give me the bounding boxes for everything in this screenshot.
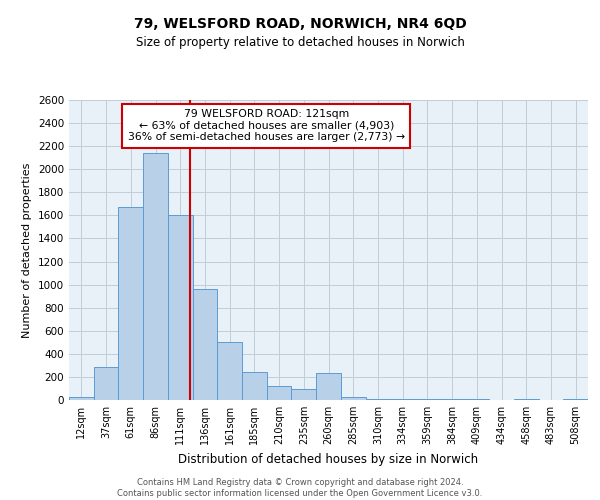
- Bar: [390, 399, 415, 400]
- Bar: [143, 153, 168, 400]
- Bar: [563, 398, 588, 400]
- Bar: [168, 216, 193, 400]
- Bar: [415, 399, 440, 400]
- Text: 79, WELSFORD ROAD, NORWICH, NR4 6QD: 79, WELSFORD ROAD, NORWICH, NR4 6QD: [134, 18, 466, 32]
- Bar: [118, 208, 143, 400]
- Bar: [365, 398, 390, 400]
- Bar: [316, 373, 341, 400]
- Bar: [94, 366, 118, 400]
- Y-axis label: Number of detached properties: Number of detached properties: [22, 162, 32, 338]
- Bar: [193, 289, 217, 400]
- Bar: [69, 397, 94, 400]
- Bar: [341, 397, 365, 400]
- X-axis label: Distribution of detached houses by size in Norwich: Distribution of detached houses by size …: [178, 452, 479, 466]
- Bar: [267, 386, 292, 400]
- Bar: [217, 342, 242, 400]
- Text: Contains HM Land Registry data © Crown copyright and database right 2024.
Contai: Contains HM Land Registry data © Crown c…: [118, 478, 482, 498]
- Text: 79 WELSFORD ROAD: 121sqm
← 63% of detached houses are smaller (4,903)
36% of sem: 79 WELSFORD ROAD: 121sqm ← 63% of detach…: [128, 109, 405, 142]
- Text: Size of property relative to detached houses in Norwich: Size of property relative to detached ho…: [136, 36, 464, 49]
- Bar: [242, 372, 267, 400]
- Bar: [292, 389, 316, 400]
